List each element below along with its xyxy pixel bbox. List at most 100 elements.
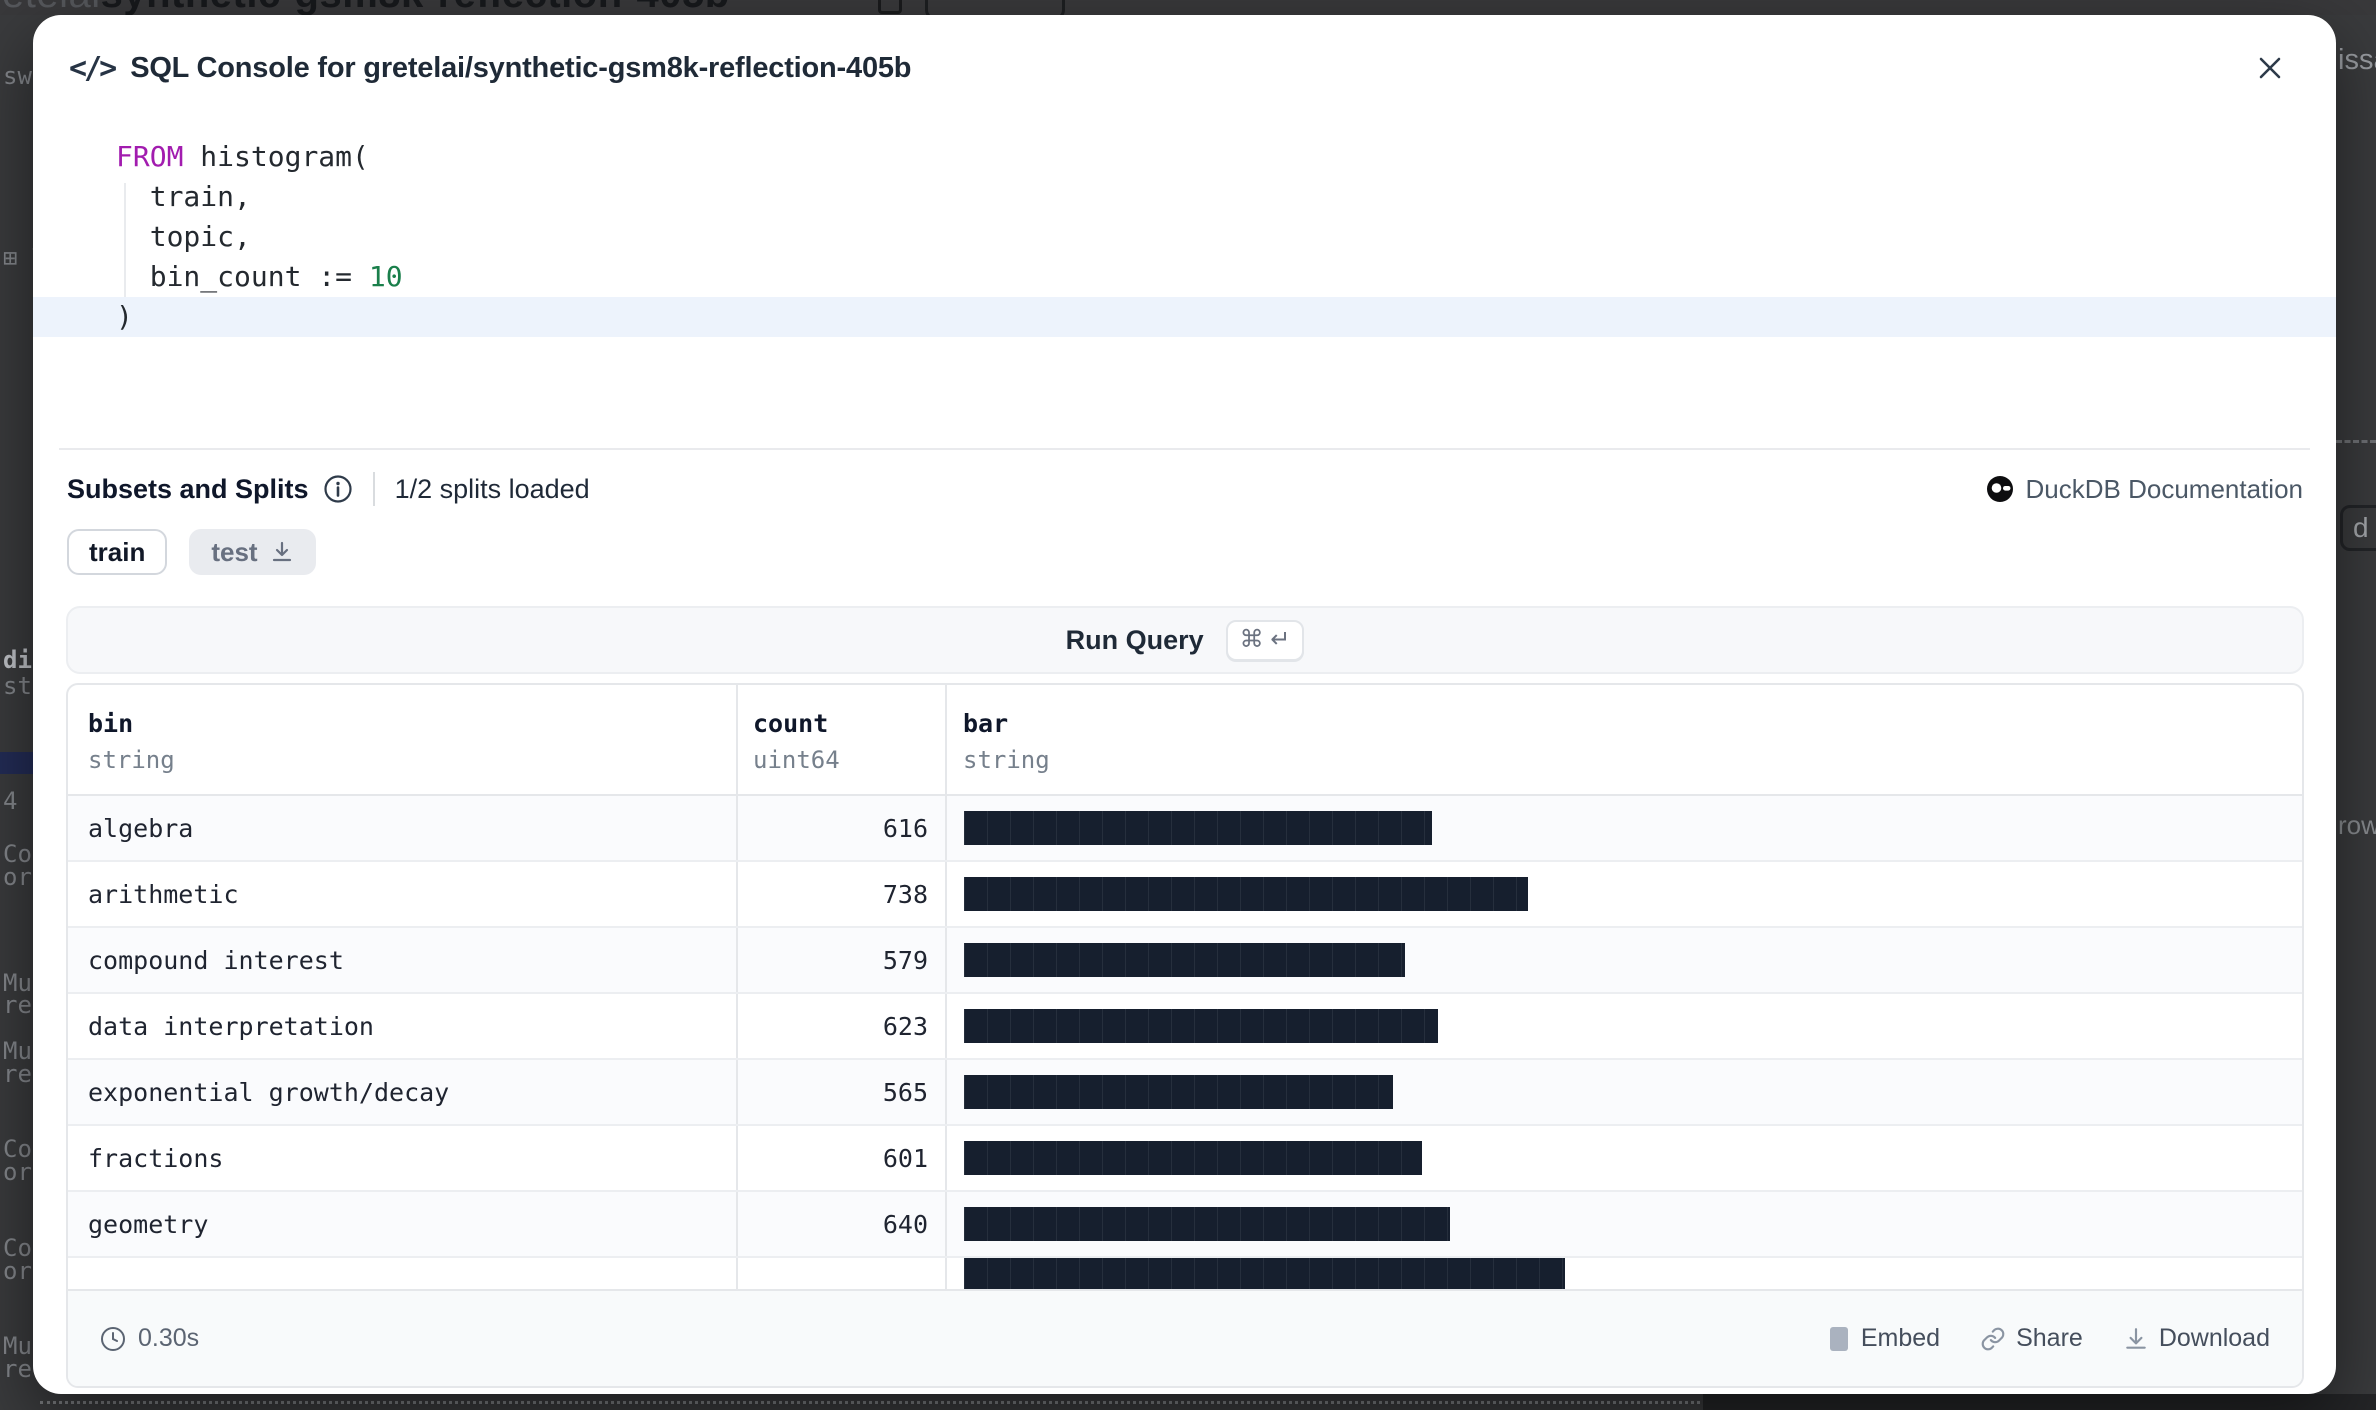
- query-duration: 0.30s: [100, 1324, 199, 1353]
- cell-count: 616: [738, 796, 947, 860]
- background-text-fragment: Mul: [3, 969, 33, 997]
- cell-bin: arithmetic: [68, 862, 738, 926]
- duckdb-logo-icon: [1986, 476, 2013, 502]
- background-text-fragment: req: [3, 1355, 33, 1383]
- cell-bar: [947, 1060, 2302, 1124]
- embed-button[interactable]: Embed: [1827, 1324, 1940, 1353]
- cell-bar: [947, 1126, 2302, 1190]
- background-text-fragment: row: [2338, 810, 2376, 840]
- footer-actions: Embed Share Download: [1827, 1324, 2270, 1353]
- code-slash-icon: </>: [69, 50, 117, 86]
- column-header-bin: bin string: [68, 685, 738, 794]
- cell-bar: [947, 1258, 2302, 1291]
- background-text-fragment: oro: [3, 1158, 33, 1186]
- table-row: geometry 640: [68, 1192, 2302, 1258]
- background-text-fragment: issa: [2338, 44, 2376, 76]
- subsets-title: Subsets and Splits: [67, 473, 309, 504]
- run-query-button[interactable]: Run Query ⌘ ↵: [66, 606, 2304, 674]
- info-circle-icon: [323, 475, 352, 503]
- table-row: data interpretation 623: [68, 994, 2302, 1060]
- cell-bin: algebra: [68, 796, 738, 860]
- cell-count: 738: [738, 862, 947, 926]
- cell-bin: fractions: [68, 1126, 738, 1190]
- background-dashed-line: [2336, 440, 2376, 443]
- cell-count: 579: [738, 928, 947, 992]
- download-button[interactable]: Download: [2123, 1324, 2270, 1353]
- column-header-count: count uint64: [738, 685, 947, 794]
- cell-count: 623: [738, 994, 947, 1058]
- clock-icon: [101, 1326, 125, 1351]
- background-text-fragment: req: [3, 1060, 33, 1088]
- cell-bar: [947, 1192, 2302, 1256]
- histogram-bar: [964, 1075, 1393, 1109]
- histogram-bar: [964, 1009, 1438, 1043]
- section-divider: [59, 448, 2310, 450]
- cell-count: [738, 1258, 947, 1291]
- background-text-fragment: Mul: [3, 1037, 33, 1065]
- sql-console-modal: </> SQL Console for gretelai/synthetic-g…: [33, 15, 2336, 1394]
- info-button[interactable]: [323, 474, 353, 504]
- table-footer: 0.30s Embed Share: [68, 1289, 2302, 1386]
- background-dark-block: [1703, 1394, 2376, 1410]
- cell-count: 565: [738, 1060, 947, 1124]
- histogram-bar: [964, 811, 1432, 845]
- cell-bar: [947, 862, 2302, 926]
- code-line: bin_count := 10: [116, 260, 403, 293]
- results-table: bin string count uint64 bar string algeb…: [66, 683, 2304, 1388]
- cell-bin: [68, 1258, 738, 1291]
- code-line: ): [33, 297, 2336, 337]
- table-row: fractions 601: [68, 1126, 2302, 1192]
- download-icon: [2126, 1327, 2146, 1349]
- sql-editor[interactable]: FROM histogram( train, topic, bin_count …: [33, 137, 2336, 337]
- code-line: FROM histogram(: [116, 140, 369, 173]
- code-line: train,: [116, 180, 251, 213]
- background-top-strip: etelaisynthetic-gsm8k-reflection-405b: [0, 0, 2376, 15]
- indent-guide: [124, 183, 126, 297]
- cell-bin: geometry: [68, 1192, 738, 1256]
- table-header: bin string count uint64 bar string: [68, 685, 2302, 796]
- cell-bar: [947, 796, 2302, 860]
- cell-count: 640: [738, 1192, 947, 1256]
- histogram-bar: [964, 877, 1528, 911]
- close-button[interactable]: [2248, 46, 2292, 90]
- command-return-keys: ⌘ ↵: [1225, 619, 1305, 661]
- cell-count: 601: [738, 1126, 947, 1190]
- like-button-fragment: [925, 0, 1065, 15]
- table-row: compound interest 579: [68, 928, 2302, 994]
- background-text-fragment: req: [3, 991, 33, 1019]
- histogram-bar: [964, 943, 1405, 977]
- background-text-fragment: Com: [3, 840, 33, 868]
- background-text-fragment: oro: [3, 1257, 33, 1285]
- histogram-bar: [964, 1207, 1450, 1241]
- background-text-fragment: dif: [3, 646, 33, 674]
- background-text-fragment: Com: [3, 1234, 33, 1262]
- background-text-fragment: str: [3, 672, 33, 700]
- split-chip-test[interactable]: test: [189, 529, 316, 575]
- split-chip-train[interactable]: train: [67, 529, 168, 575]
- background-selection-band: [0, 752, 33, 774]
- close-icon: [2259, 57, 2281, 79]
- cell-bin: exponential growth/decay: [68, 1060, 738, 1124]
- background-pill-fragment: d: [2340, 505, 2376, 551]
- table-body: algebra 616 arithmetic 738 compound interest…: [68, 796, 2302, 1291]
- histogram-bar: [964, 1258, 1565, 1291]
- background-text-fragment: ⊞ V: [3, 244, 33, 272]
- background-right-strip: issa d row: [2336, 0, 2376, 1410]
- background-text-fragment: Mul: [3, 1332, 33, 1360]
- split-chips: train test: [67, 529, 316, 575]
- duckdb-documentation-link[interactable]: DuckDB Documentation: [1986, 474, 2303, 505]
- background-dotted-line: [40, 1401, 1700, 1404]
- splits-loaded-status: 1/2 splits loaded: [394, 473, 590, 504]
- table-row: arithmetic 738: [68, 862, 2302, 928]
- cell-bin: data interpretation: [68, 994, 738, 1058]
- share-button[interactable]: Share: [1980, 1324, 2083, 1353]
- copy-icon: [878, 0, 902, 14]
- table-row: algebra 616: [68, 796, 2302, 862]
- modal-title: SQL Console for gretelai/synthetic-gsm8k…: [130, 51, 912, 84]
- background-text-fragment: Com: [3, 1135, 33, 1163]
- background-text-fragment: sw: [3, 62, 32, 90]
- cell-bin: compound interest: [68, 928, 738, 992]
- download-icon: [272, 541, 291, 562]
- cell-bar: [947, 994, 2302, 1058]
- background-text-fragment: 4 ∨: [3, 787, 33, 815]
